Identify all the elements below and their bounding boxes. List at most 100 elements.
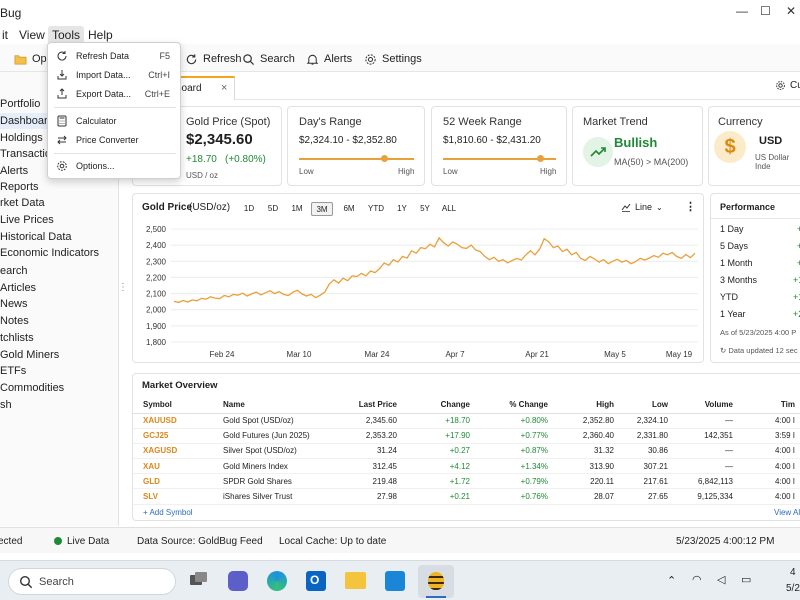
- column-header-symbol[interactable]: Symbol: [133, 396, 213, 414]
- sidebar-item-news[interactable]: News: [0, 296, 118, 312]
- sidebar-item-notes[interactable]: Notes: [0, 313, 118, 329]
- range-button-5d[interactable]: 5D: [267, 204, 279, 213]
- goldbug-app-icon[interactable]: [418, 565, 454, 598]
- column-header-high[interactable]: High: [554, 396, 620, 414]
- video-app-icon[interactable]: [228, 571, 248, 591]
- sidebar-item-commodities[interactable]: Commodities: [0, 380, 118, 396]
- mail-app-icon[interactable]: O: [306, 571, 326, 591]
- tab-label: board: [176, 83, 202, 94]
- minimize-button[interactable]: —: [736, 4, 748, 18]
- cell-name: iShares Silver Trust: [213, 488, 331, 505]
- column-header-change[interactable]: Change: [403, 396, 476, 414]
- column-header-time[interactable]: Tim: [739, 396, 800, 414]
- menu-edit[interactable]: it: [2, 28, 8, 42]
- cell-high: 2,352.80: [554, 413, 620, 429]
- sidebar-item-live-prices[interactable]: Live Prices: [0, 212, 118, 228]
- column-header-name[interactable]: Name: [213, 396, 331, 414]
- tab-close-icon[interactable]: ×: [221, 82, 228, 94]
- column-header-last-price[interactable]: Last Price: [331, 396, 403, 414]
- speaker-icon[interactable]: ◁: [717, 574, 726, 586]
- settings-label: Settings: [382, 53, 422, 65]
- clock-time[interactable]: 4: [790, 567, 796, 578]
- market-overview-panel: Market Overview Symbol Name Last Price C…: [132, 373, 800, 521]
- table-row[interactable]: XAU Gold Miners Index 312.45 +4.12 +1.34…: [133, 458, 800, 475]
- table-row[interactable]: XAGUSD Silver Spot (USD/oz) 31.24 +0.27 …: [133, 443, 800, 460]
- refresh-button[interactable]: Refresh: [185, 50, 242, 68]
- store-icon[interactable]: [385, 571, 405, 591]
- cell-symbol[interactable]: GLD: [133, 473, 213, 490]
- performance-asof: As of 5/23/2025 4:00 P: [720, 328, 797, 337]
- cell-symbol[interactable]: SLV: [133, 488, 213, 505]
- menu-item-refresh-data[interactable]: Refresh Data F5: [48, 47, 180, 65]
- battery-icon[interactable]: ▭: [741, 574, 752, 586]
- table-row[interactable]: GCJ25 Gold Futures (Jun 2025) 2,353.20 +…: [133, 428, 800, 444]
- taskbar-search-box[interactable]: Search: [8, 568, 176, 595]
- sidebar-item-historical-data[interactable]: Historical Data: [0, 229, 118, 245]
- sidebar-item-alerts[interactable]: Alerts: [0, 163, 118, 179]
- settings-button[interactable]: Settings: [364, 50, 422, 68]
- sidebar-item-portfolio[interactable]: Portfolio: [0, 96, 118, 112]
- sidebar-item-articles[interactable]: Articles: [0, 280, 118, 296]
- perf-value-ytd: +1: [793, 292, 800, 302]
- range-button-all[interactable]: ALL: [441, 204, 457, 213]
- menu-item-price-converter[interactable]: Price Converter: [48, 131, 180, 149]
- menu-help[interactable]: Help: [88, 28, 113, 42]
- task-view-icon[interactable]: [190, 572, 208, 588]
- perf-value-5days: +: [797, 241, 800, 251]
- menu-item-import-data[interactable]: Import Data... Ctrl+I: [48, 66, 180, 84]
- table-row[interactable]: SLV iShares Silver Trust 27.98 +0.21 +0.…: [133, 488, 800, 505]
- view-all-link[interactable]: View All: [774, 508, 800, 517]
- chart-more-icon[interactable]: ⋮: [685, 201, 696, 213]
- clock-date[interactable]: 5/2: [786, 583, 800, 594]
- sidebar-section-market-data[interactable]: rket Data: [0, 195, 118, 211]
- range-button-6m[interactable]: 6M: [343, 204, 355, 213]
- market-overview-title: Market Overview: [142, 380, 218, 391]
- cell-symbol[interactable]: XAUUSD: [133, 413, 213, 429]
- alerts-button[interactable]: Alerts: [306, 50, 352, 68]
- maximize-button[interactable]: ☐: [760, 4, 771, 18]
- column-header-pct-change[interactable]: % Change: [476, 396, 554, 414]
- column-header-low[interactable]: Low: [620, 396, 674, 414]
- perf-label-1day: 1 Day: [720, 224, 744, 234]
- menu-view[interactable]: View: [19, 28, 45, 42]
- close-window-button[interactable]: ✕: [786, 4, 797, 18]
- range-button-1d[interactable]: 1D: [243, 204, 255, 213]
- sidebar-item-transactions[interactable]: Transactions: [0, 146, 118, 162]
- table-row[interactable]: GLD SPDR Gold Shares 219.48 +1.72 +0.79%…: [133, 473, 800, 490]
- chart-type-dropdown[interactable]: Line ⌄: [621, 202, 663, 212]
- sidebar-item-trash[interactable]: sh: [0, 397, 118, 413]
- sidebar-item-economic-indicators[interactable]: Economic Indicators: [0, 245, 118, 261]
- cell-symbol[interactable]: XAGUSD: [133, 443, 213, 460]
- range-button-5y[interactable]: 5Y: [420, 204, 430, 213]
- menu-item-calculator[interactable]: Calculator: [48, 112, 180, 130]
- cell-symbol[interactable]: XAU: [133, 458, 213, 475]
- wifi-icon[interactable]: ◠: [692, 574, 702, 586]
- browser-icon[interactable]: [267, 571, 287, 591]
- add-symbol-link[interactable]: + Add Symbol: [143, 508, 193, 517]
- sidebar-item-etfs[interactable]: ETFs: [0, 363, 118, 379]
- menu-item-options[interactable]: Options...: [48, 157, 180, 175]
- file-explorer-icon[interactable]: [345, 572, 366, 589]
- customize-button[interactable]: Cu: [775, 80, 800, 91]
- range-button-3m[interactable]: 3M: [311, 202, 333, 216]
- cell-symbol[interactable]: GCJ25: [133, 428, 213, 444]
- sidebar-section-research[interactable]: earch: [0, 263, 118, 279]
- tray-chevron-up-icon[interactable]: ⌃: [667, 575, 677, 587]
- sidebar-resize-handle[interactable]: ⋮: [118, 282, 128, 293]
- column-header-volume[interactable]: Volume: [674, 396, 739, 414]
- gold-spot-unit: USD / oz: [186, 171, 219, 180]
- sidebar-item-reports[interactable]: Reports: [0, 179, 118, 195]
- days-range-marker: [380, 155, 388, 162]
- menu-tools[interactable]: Tools: [48, 26, 85, 44]
- import-icon: [57, 70, 67, 80]
- search-button[interactable]: Search: [242, 50, 295, 68]
- table-header-row: Symbol Name Last Price Change % Change H…: [133, 396, 800, 414]
- sidebar-section-watchlists[interactable]: tchlists: [0, 330, 118, 346]
- range-button-1y[interactable]: 1Y: [397, 204, 407, 213]
- range-button-ytd[interactable]: YTD: [368, 204, 384, 213]
- sidebar-item-holdings[interactable]: Holdings: [0, 130, 118, 146]
- range-button-1m[interactable]: 1M: [291, 204, 303, 213]
- sidebar-item-gold-miners[interactable]: Gold Miners: [0, 347, 118, 363]
- table-row[interactable]: XAUUSD Gold Spot (USD/oz) 2,345.60 +18.7…: [133, 413, 800, 429]
- menu-item-export-data[interactable]: Export Data... Ctrl+E: [48, 85, 180, 103]
